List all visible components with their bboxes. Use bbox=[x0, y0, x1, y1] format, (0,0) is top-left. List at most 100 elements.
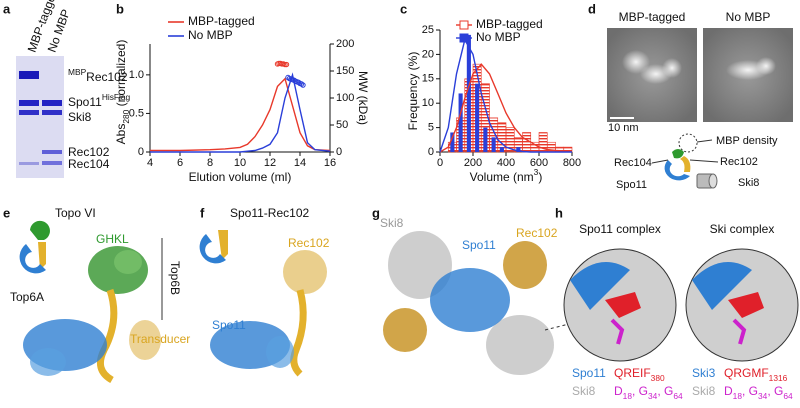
x-axis-label: Volume (nm3) bbox=[470, 167, 543, 184]
y2-tick-label: 100 bbox=[336, 92, 354, 104]
text-part: , G bbox=[657, 384, 673, 398]
legend-label: Ski3 bbox=[692, 366, 716, 380]
fit-line bbox=[439, 63, 573, 153]
legend-label: QREIF380 bbox=[614, 366, 665, 383]
legend-label: Spo11 bbox=[572, 366, 606, 380]
histogram-bar bbox=[483, 127, 488, 152]
y2-tick-label: 0 bbox=[336, 146, 342, 158]
x-tick-label: 800 bbox=[563, 157, 581, 169]
panel-letter: e bbox=[3, 205, 10, 220]
text-part: , G bbox=[767, 384, 783, 398]
x-tick-label: 10 bbox=[234, 157, 246, 169]
text-part: 34 bbox=[648, 391, 658, 401]
legend-label: No MBP bbox=[476, 30, 521, 44]
text-part: (normalized) bbox=[114, 40, 128, 110]
data-line bbox=[150, 77, 331, 152]
x-tick-label: 12 bbox=[264, 157, 276, 169]
text-part: Spo11 bbox=[572, 366, 606, 380]
y-axis-label: Abs280 (normalized) bbox=[114, 40, 131, 145]
text-part: ) bbox=[538, 170, 542, 184]
legend-label: Ski8 bbox=[572, 384, 596, 398]
histogram-bar bbox=[516, 147, 521, 152]
structure bbox=[383, 231, 586, 375]
legend-label: QRGMF1316 bbox=[724, 366, 788, 383]
panel-letter: b bbox=[116, 1, 124, 16]
legend-label: No MBP bbox=[188, 28, 233, 42]
domain-label: Spo11 bbox=[212, 318, 246, 332]
text-part: 64 bbox=[783, 391, 793, 401]
histogram-bar bbox=[475, 83, 480, 152]
panel-letter: h bbox=[555, 205, 563, 220]
legend-label: D18, G34, G64 bbox=[724, 384, 793, 401]
text-part: QRGMF bbox=[724, 366, 769, 380]
histogram-bar bbox=[491, 137, 496, 152]
text-part: 380 bbox=[651, 373, 665, 383]
band-label: Rec104 bbox=[68, 157, 110, 171]
text-part: Abs bbox=[114, 124, 128, 145]
fit-line bbox=[439, 37, 572, 153]
histogram-bar bbox=[466, 34, 471, 152]
text-part: Spo11 bbox=[68, 95, 102, 109]
histogram-bar bbox=[450, 132, 455, 152]
x-tick-label: 8 bbox=[207, 157, 213, 169]
y-tick-label: 10 bbox=[422, 97, 434, 109]
band-label: Ski8 bbox=[68, 110, 92, 124]
y-axis-label: Frequency (%) bbox=[406, 52, 420, 131]
panel-title: Spo11 complex bbox=[579, 222, 661, 236]
image-title: MBP-tagged bbox=[619, 10, 686, 24]
gel bbox=[16, 56, 64, 178]
text-part: 1316 bbox=[769, 373, 788, 383]
band-label: Rec102 bbox=[68, 145, 110, 159]
text-part: Rec102 bbox=[68, 145, 110, 159]
text-part: QREIF bbox=[614, 366, 651, 380]
panel-letter: g bbox=[372, 205, 380, 220]
x-tick-label: 14 bbox=[294, 157, 306, 169]
text-part: HisFlag bbox=[102, 92, 131, 102]
structure-zoom bbox=[563, 248, 799, 362]
x-tick-label: 6 bbox=[177, 157, 183, 169]
y2-tick-label: 200 bbox=[336, 38, 354, 50]
schematic-label: Ski8 bbox=[738, 177, 759, 189]
histogram-bar bbox=[458, 93, 463, 152]
schematic-label: MBP density bbox=[716, 135, 778, 147]
x-tick-label: 16 bbox=[324, 157, 336, 169]
x-tick-label: 0 bbox=[437, 157, 443, 169]
image-title: No MBP bbox=[726, 10, 771, 24]
axis bbox=[149, 44, 331, 153]
text-part: 18 bbox=[623, 391, 633, 401]
panel-letter: a bbox=[3, 1, 11, 16]
domain-label: Spo11 bbox=[462, 238, 496, 252]
panel-title: Topo VI bbox=[55, 206, 96, 220]
data-line bbox=[150, 72, 331, 153]
band-label: Spo11HisFlag bbox=[68, 92, 131, 109]
text-part: 34 bbox=[758, 391, 768, 401]
structure bbox=[19, 220, 163, 384]
x-tick-label: 200 bbox=[464, 157, 482, 169]
micrograph bbox=[607, 28, 793, 122]
histogram-bar bbox=[499, 147, 504, 152]
domain-label: GHKL bbox=[96, 232, 129, 246]
panel-letter: f bbox=[200, 205, 205, 220]
x-tick-label: 600 bbox=[530, 157, 548, 169]
y2-tick-label: 50 bbox=[336, 119, 348, 131]
panel-title: Ski complex bbox=[710, 222, 775, 236]
y-tick-label: 5 bbox=[428, 122, 434, 134]
x-tick-label: 400 bbox=[497, 157, 515, 169]
text-part: Rec104 bbox=[68, 157, 110, 171]
data-point bbox=[283, 61, 290, 68]
text-part: , G bbox=[742, 384, 758, 398]
y-tick-label: 15 bbox=[422, 73, 434, 85]
text-part: MBP bbox=[68, 67, 87, 77]
domain-label: Transducer bbox=[130, 332, 190, 346]
data-point bbox=[300, 82, 306, 88]
schematic-label: Rec104 bbox=[614, 157, 652, 169]
y-tick-label: 25 bbox=[422, 24, 434, 36]
legend-label: MBP-tagged bbox=[476, 17, 543, 31]
panel-letter: d bbox=[588, 1, 596, 16]
y-tick-label: 0 bbox=[428, 146, 434, 158]
legend-label: Ski8 bbox=[692, 384, 716, 398]
scale-label: 10 nm bbox=[608, 122, 639, 134]
domain-label: Top6B bbox=[168, 261, 182, 295]
text-part: , G bbox=[632, 384, 648, 398]
